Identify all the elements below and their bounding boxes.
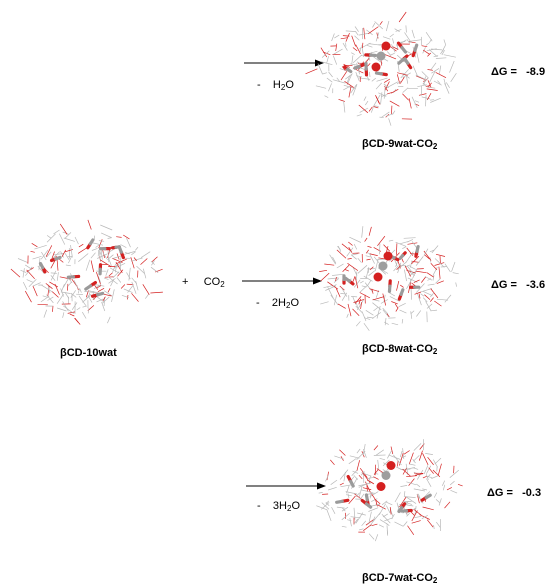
water-molecule: [346, 474, 355, 488]
product-label-1: βCD-9wat-CO2: [362, 138, 437, 151]
water-molecule: [364, 61, 369, 77]
water-molecule: [411, 43, 419, 58]
water-molecule: [420, 493, 432, 502]
removed-water-3: - 3H2O: [257, 500, 300, 513]
reactant-label-text: βCD-10wat: [60, 347, 117, 359]
beta-cd-8wat-co2-structure: [319, 226, 459, 331]
removed-tail-2: O: [290, 297, 299, 309]
framework-bonds: [319, 226, 459, 331]
water-molecule: [360, 498, 373, 509]
water-molecule: [343, 65, 353, 74]
removed-sub-1: 2: [280, 83, 286, 92]
water-molecule: [117, 245, 125, 260]
water-molecule: [90, 291, 105, 298]
water-molecule: [66, 274, 81, 279]
delta-g-1: ΔG = -8.9: [491, 66, 545, 78]
beta-cd-7wat-co2-structure: [316, 439, 463, 542]
co2-oxygen-atom: [376, 482, 386, 491]
water-molecule: [397, 502, 407, 514]
product-main-1: βCD-9wat-CO: [362, 138, 433, 150]
co2-oxygen-atom: [383, 251, 393, 261]
beta-cd-10wat-structure: [10, 219, 163, 325]
water-molecule: [400, 508, 413, 513]
removed-prefix-2: -: [256, 297, 260, 309]
reaction-arrow-3: [246, 482, 326, 490]
co2-carbon-atom: [381, 471, 391, 480]
dg-label-3: ΔG =: [487, 487, 513, 499]
co2-oxygen-atom: [381, 41, 391, 51]
plus-co2: + CO2: [182, 276, 225, 289]
delta-g-2: ΔG = -3.6: [491, 279, 545, 291]
dg-label-1: ΔG =: [491, 66, 517, 78]
removed-prefix-1: -: [257, 79, 261, 91]
water-molecule: [86, 238, 95, 250]
removed-tail-1: O: [285, 79, 294, 91]
water-molecule: [364, 53, 378, 58]
co2-reagent: CO2: [203, 276, 225, 289]
water-molecule: [353, 63, 366, 70]
co2-carbon-atom: [376, 51, 386, 61]
reactant-label: βCD-10wat: [60, 347, 117, 359]
removed-coef-2: 2: [271, 297, 279, 309]
removed-main-2: H: [278, 297, 286, 309]
removed-sub-2: 2: [285, 301, 291, 310]
plus-sign: +: [182, 276, 189, 288]
water-molecule: [84, 280, 97, 291]
framework-bonds: [316, 439, 463, 542]
framework-bonds: [305, 11, 457, 126]
dg-value-2: -3.6: [526, 279, 546, 291]
product-label-2: βCD-8wat-CO2: [362, 343, 437, 356]
removed-water-2: - 2H2O: [256, 297, 299, 310]
product-sub-2: 2: [432, 347, 438, 356]
water-molecule: [374, 71, 388, 77]
removed-tail-3: O: [291, 500, 300, 512]
removed-sub-3: 2: [286, 504, 292, 513]
product-main-3: βCD-7wat-CO: [362, 572, 433, 584]
removed-main-1: H: [272, 79, 281, 91]
water-molecule: [414, 244, 420, 258]
removed-prefix-3: -: [257, 500, 261, 512]
water-molecule: [403, 57, 413, 70]
removed-water-1: - H2O: [257, 79, 294, 92]
water-molecule: [396, 41, 408, 54]
delta-g-3: ΔG = -0.3: [487, 487, 541, 499]
beta-cd-9wat-co2-structure: [305, 11, 457, 126]
co2-sub: 2: [220, 280, 225, 289]
water-molecule: [335, 498, 350, 504]
water-molecule: [344, 276, 355, 286]
water-molecule: [398, 251, 407, 260]
water-molecule: [49, 255, 62, 263]
removed-coef-3: 3: [272, 500, 280, 512]
framework-bonds: [10, 219, 163, 325]
product-label-3: βCD-7wat-CO2: [362, 572, 437, 585]
co2-oxygen-atom: [373, 272, 383, 282]
co2-carbon-atom: [378, 261, 388, 271]
co2-main: CO: [203, 276, 221, 288]
product-sub-3: 2: [432, 576, 438, 585]
dg-label-2: ΔG =: [491, 279, 517, 291]
dg-value-3: -0.3: [522, 487, 542, 499]
dg-value-1: -8.9: [526, 66, 546, 78]
product-sub-1: 2: [432, 142, 438, 151]
co2-oxygen-atom: [371, 62, 381, 72]
reaction-arrow-2: [242, 277, 322, 285]
removed-main-3: H: [279, 500, 287, 512]
co2-oxygen-atom: [386, 461, 396, 470]
water-molecule: [38, 261, 47, 274]
product-main-2: βCD-8wat-CO: [362, 343, 433, 355]
water-molecule: [387, 279, 392, 294]
water-molecule: [397, 288, 405, 301]
reaction-arrow-1: [244, 59, 324, 67]
